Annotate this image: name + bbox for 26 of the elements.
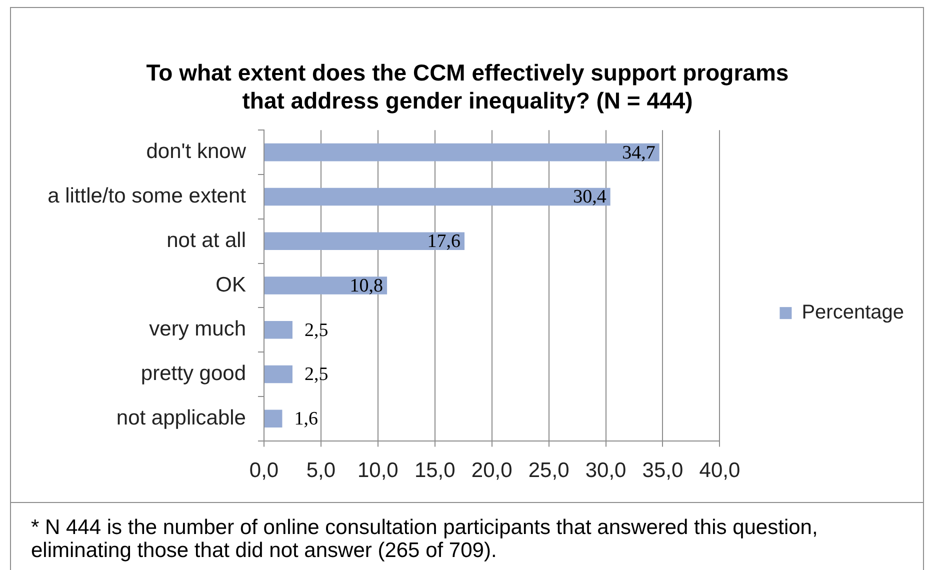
- y-tick-label: very much: [149, 318, 246, 341]
- y-tick-label: pretty good: [140, 362, 246, 386]
- data-label: 1,6: [294, 408, 318, 430]
- data-label: 17,6: [427, 231, 461, 252]
- data-label: 34,7: [622, 142, 656, 164]
- x-tick-label: 10,0: [357, 459, 398, 482]
- data-label: 30,4: [573, 186, 607, 208]
- legend-label: Percentage: [802, 302, 904, 324]
- x-tick-label: 35,0: [642, 459, 684, 482]
- text: * N 444 is the number of online consultation participants that answered this question, eliminating those that did not answer (265 of 709).: [31, 516, 819, 562]
- data-label: 2,5: [304, 364, 328, 386]
- y-tick-label: not applicable: [116, 406, 246, 430]
- y-tick-label: a little/to some extent: [48, 184, 246, 208]
- x-tick-label: 40,0: [699, 459, 740, 482]
- x-tick-label: 20,0: [471, 459, 512, 482]
- x-tick-label: 15,0: [414, 459, 456, 482]
- x-tick-label: 5,0: [306, 459, 336, 482]
- chart-title: To what extent does the CCM effectively support programs that address gender inequality? (N = 444): [146, 59, 789, 114]
- y-tick-label: not at all: [166, 228, 246, 252]
- x-tick-label: 25,0: [528, 459, 570, 482]
- x-tick-label: 30,0: [585, 459, 626, 482]
- x-tick-label: 0,0: [249, 459, 279, 482]
- y-tick-label: don't know: [146, 140, 247, 164]
- data-label: 10,8: [350, 275, 384, 296]
- data-label: 2,5: [304, 320, 328, 341]
- y-tick-label: OK: [216, 273, 246, 296]
